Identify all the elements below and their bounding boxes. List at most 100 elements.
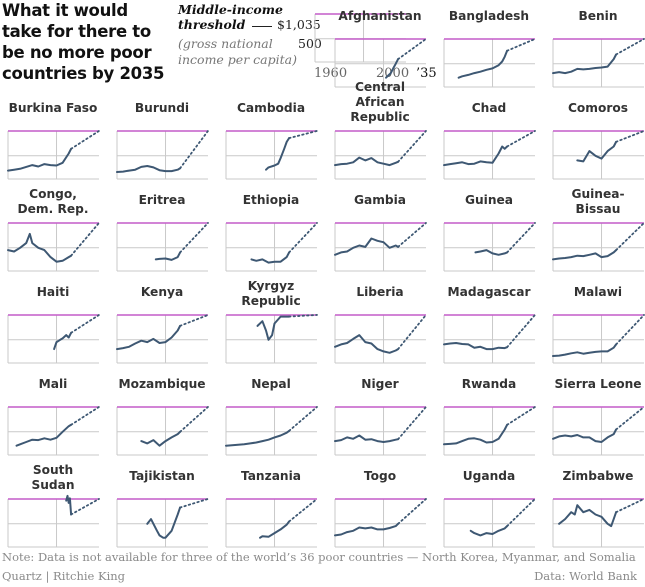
country-name: Eritrea bbox=[138, 193, 186, 207]
country-name: Guinea bbox=[464, 193, 514, 207]
country-chart-tajikistan: Tajikistan bbox=[112, 455, 212, 548]
country-chart-guinea-bissau: Guinea- Bissau bbox=[548, 179, 645, 272]
projection-line-rwanda bbox=[506, 406, 536, 426]
series-line-sierra-leone bbox=[552, 428, 618, 443]
country-chart-zimbabwe: Zimbabwe bbox=[548, 455, 645, 548]
country-chart-sierra-leone: Sierra Leone bbox=[548, 363, 645, 456]
country-chart-burundi: Burundi bbox=[112, 87, 212, 180]
series-line-afghanistan bbox=[385, 58, 400, 79]
series-line-liberia bbox=[334, 334, 400, 354]
country-chart-burkina-faso: Burkina Faso bbox=[3, 87, 103, 180]
projection-line-sierra-leone bbox=[615, 406, 645, 431]
projection-line-niger bbox=[397, 406, 427, 441]
projection-line-haiti bbox=[70, 314, 100, 334]
country-chart-guinea: Guinea bbox=[439, 179, 539, 272]
country-chart-gambia: Gambia bbox=[330, 179, 430, 272]
series-line-tanzania bbox=[259, 520, 291, 539]
country-chart-kenya: Kenya bbox=[112, 271, 212, 364]
country-name: Haiti bbox=[36, 285, 70, 299]
legend-x-tick-1960: 1960 bbox=[314, 66, 348, 81]
projection-line-kenya bbox=[179, 314, 209, 327]
country-plot bbox=[7, 314, 100, 364]
country-name: Chad bbox=[471, 101, 507, 115]
series-line-mali bbox=[15, 423, 73, 447]
country-plot bbox=[443, 406, 536, 456]
projection-line-togo bbox=[397, 498, 427, 525]
country-plot bbox=[334, 38, 427, 88]
country-chart-ethiopia: Ethiopia bbox=[221, 179, 321, 272]
projection-line-mali bbox=[70, 406, 100, 426]
footnote: Note: Data is not available for three of… bbox=[2, 550, 636, 564]
series-line-malawi bbox=[552, 343, 618, 357]
country-plot bbox=[552, 38, 645, 88]
projection-line-cambodia bbox=[288, 130, 318, 140]
projection-line-nepal bbox=[288, 406, 318, 432]
country-chart-niger: Niger bbox=[330, 363, 430, 456]
country-name: Liberia bbox=[356, 285, 404, 299]
series-line-eritrea bbox=[154, 251, 182, 261]
country-plot bbox=[334, 406, 427, 456]
country-name: Cambodia bbox=[236, 101, 306, 115]
country-chart-central-african-republic: Central African Republic bbox=[330, 80, 430, 180]
series-line-tajikistan bbox=[146, 506, 182, 539]
country-name: Ethiopia bbox=[242, 193, 300, 207]
legend-label-line2: threshold bbox=[178, 17, 246, 32]
country-chart-chad: Chad bbox=[439, 87, 539, 180]
country-plot bbox=[552, 130, 645, 180]
country-name: Mali bbox=[38, 377, 68, 391]
country-plot bbox=[552, 498, 645, 548]
country-chart-benin: Benin bbox=[548, 0, 645, 88]
projection-line-liberia bbox=[397, 314, 427, 350]
country-plot bbox=[334, 130, 427, 180]
legend-y-tick-500: 500 bbox=[298, 36, 322, 51]
country-name: Tanzania bbox=[240, 469, 302, 483]
country-name: Tajikistan bbox=[129, 469, 195, 483]
country-name: Kenya bbox=[140, 285, 184, 299]
projection-line-burkina-faso bbox=[70, 130, 100, 150]
country-name: Zimbabwe bbox=[562, 469, 634, 483]
country-plot bbox=[334, 314, 427, 364]
projection-line-uganda bbox=[506, 498, 536, 528]
projection-line-tajikistan bbox=[179, 498, 209, 509]
country-plot bbox=[443, 314, 536, 364]
country-name: Mozambique bbox=[118, 377, 206, 391]
legend-note-line1: (gross national bbox=[178, 36, 273, 51]
source: Data: World Bank bbox=[534, 569, 637, 583]
country-name: Togo bbox=[363, 469, 397, 483]
projection-line-eritrea bbox=[179, 222, 209, 254]
country-plot bbox=[225, 222, 318, 272]
series-line-niger bbox=[334, 434, 400, 443]
country-chart-uganda: Uganda bbox=[439, 455, 539, 548]
projection-line-madagascar bbox=[506, 314, 536, 349]
legend-x-tick-2035: ’35 bbox=[416, 66, 437, 81]
projection-line-guinea bbox=[506, 222, 536, 254]
country-name: Gambia bbox=[353, 193, 407, 207]
country-name: Burkina Faso bbox=[8, 101, 98, 115]
projection-line-south-sudan bbox=[70, 498, 100, 516]
country-chart-mozambique: Mozambique bbox=[112, 363, 212, 456]
legend-label-line1: Middle-income bbox=[178, 2, 283, 17]
country-chart-rwanda: Rwanda bbox=[439, 363, 539, 456]
series-line-central-african-republic bbox=[334, 156, 400, 167]
country-chart-togo: Togo bbox=[330, 455, 430, 548]
country-plot bbox=[116, 314, 209, 364]
series-line-rwanda bbox=[443, 423, 509, 446]
projection-line-bangladesh bbox=[506, 38, 536, 52]
projection-line-central-african-republic bbox=[397, 130, 427, 163]
series-line-ethiopia bbox=[250, 251, 291, 264]
country-plot bbox=[116, 130, 209, 180]
country-plot bbox=[7, 222, 100, 272]
projection-line-congo-dem-rep bbox=[70, 222, 100, 257]
series-line-madagascar bbox=[443, 342, 509, 351]
series-line-guinea-bissau bbox=[552, 249, 618, 261]
projection-line-tanzania bbox=[288, 498, 318, 523]
country-chart-congo-dem-rep: Congo, Dem. Rep. bbox=[3, 179, 103, 272]
country-plot bbox=[334, 498, 427, 548]
country-name: Bangladesh bbox=[448, 9, 530, 23]
series-line-mozambique bbox=[140, 430, 182, 447]
series-line-kyrgyz-republic bbox=[256, 315, 291, 341]
projection-line-kyrgyz-republic bbox=[288, 314, 318, 318]
country-chart-malawi: Malawi bbox=[548, 271, 645, 364]
country-name: Nepal bbox=[251, 377, 291, 391]
projection-line-ethiopia bbox=[288, 222, 318, 254]
